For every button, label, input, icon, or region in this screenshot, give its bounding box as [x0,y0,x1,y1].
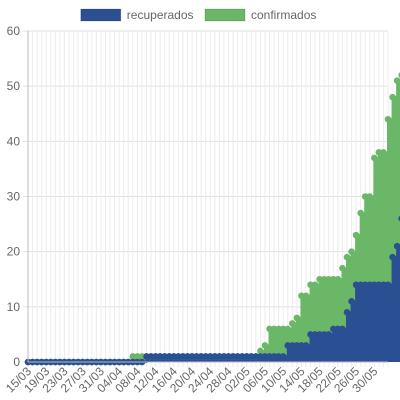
confirmados-point [394,78,400,84]
legend-item-confirmados[interactable]: confirmados [205,8,316,22]
legend-label-confirmados: confirmados [251,8,316,22]
recuperados-point [394,243,400,249]
y-tick-label: 60 [7,24,21,38]
confirmados-point [353,232,359,238]
legend-label-recuperados: recuperados [127,8,194,22]
recuperados-point [303,343,309,349]
confirmados-point [258,348,264,354]
confirmados-point [312,282,318,288]
y-tick-label: 0 [13,355,20,369]
confirmados-point [381,150,387,156]
confirmados-point [290,321,296,327]
confirmados-point [294,315,300,321]
y-tick-label: 30 [7,190,21,204]
y-tick-label: 10 [7,300,21,314]
y-tick-label: 50 [7,79,21,93]
recuperados-point [385,282,391,288]
y-tick-label: 20 [7,245,21,259]
legend-swatch-confirmados [205,9,245,21]
recuperados-point [344,310,350,316]
y-tick-label: 40 [7,134,21,148]
confirmados-point [344,254,350,260]
confirmados-point [372,155,378,161]
confirmados-point [390,94,396,100]
legend-item-recuperados[interactable]: recuperados [81,8,194,22]
confirmados-point [340,265,346,271]
y-axis-tick-labels: 0 10 20 30 40 50 60 [7,24,21,369]
recuperados-point [340,326,346,332]
recuperados-point [280,354,286,360]
confirmados-point [303,293,309,299]
chart-legend[interactable]: recuperados confirmados [81,8,317,22]
confirmados-point [285,326,291,332]
confirmados-point [385,116,391,122]
confirmados-point [349,249,355,255]
recuperados-point [326,332,332,338]
confirmados-point [335,276,341,282]
x-axis-tick-labels: 15/0319/0323/0327/0331/0304/0408/0412/04… [3,364,381,395]
recuperados-point [390,254,396,260]
legend-swatch-recuperados [81,9,121,21]
confirmados-point [358,210,364,216]
recuperados-point [349,299,355,305]
confirmados-point [262,343,268,349]
confirmados-point [367,194,373,200]
